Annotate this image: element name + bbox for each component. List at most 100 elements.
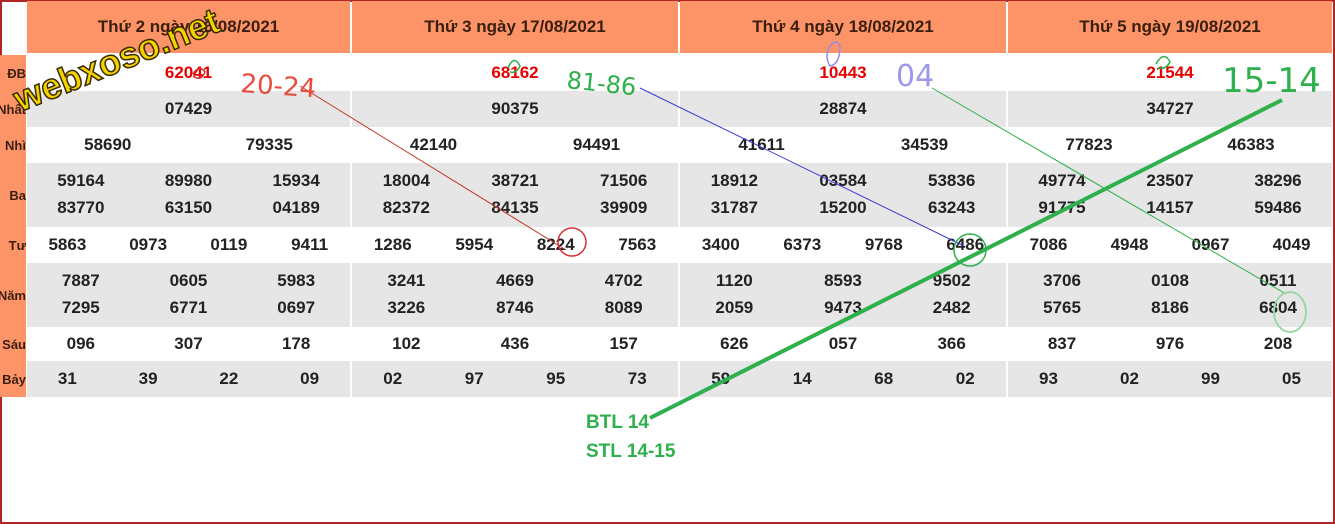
result-number: 22 xyxy=(219,369,239,388)
result-number: 99 xyxy=(1201,369,1220,388)
prize-row xyxy=(27,91,350,127)
result-number: 77823 xyxy=(1065,135,1113,154)
result-number: 58690 xyxy=(84,135,132,154)
prize-row xyxy=(27,55,350,91)
result-number: 0119 xyxy=(210,235,248,254)
result-number: 90375 xyxy=(491,99,539,118)
row-label-7: Bảy xyxy=(0,361,26,397)
result-number: 28874 xyxy=(819,99,867,118)
result-number: 21544 xyxy=(1146,63,1194,82)
prize-row xyxy=(27,163,350,227)
result-number: 02 xyxy=(383,369,403,388)
result-number: 0697 xyxy=(277,297,316,317)
result-number: 62041 xyxy=(164,63,213,82)
result-number: 3241 xyxy=(387,270,426,290)
result-number: 31 xyxy=(57,369,77,388)
row-label-6: Sáu xyxy=(0,327,26,361)
result-number: 7295 xyxy=(61,297,100,317)
result-number: 95 xyxy=(546,369,566,388)
day-header: Thứ 4 ngày 18/08/2021 xyxy=(680,1,1006,53)
result-number: 10443 xyxy=(819,63,867,82)
result-number: 837 xyxy=(1047,334,1077,353)
result-number: 39909 xyxy=(600,197,648,217)
result-number: 208 xyxy=(1263,334,1293,353)
result-number: 2482 xyxy=(932,297,971,317)
day-header: Thứ 3 ngày 17/08/2021 xyxy=(352,1,678,53)
result-number: 84135 xyxy=(491,197,539,217)
result-number: 18004 xyxy=(382,170,430,190)
result-number: 97 xyxy=(464,369,484,388)
prize-row xyxy=(27,327,350,361)
result-number: 31787 xyxy=(710,197,758,217)
result-number: 41611 xyxy=(738,135,785,154)
result-number: 057 xyxy=(828,334,858,353)
result-number: 59486 xyxy=(1254,197,1302,217)
result-number: 1120 xyxy=(715,270,753,290)
result-number: 68162 xyxy=(491,63,539,82)
result-number: 73 xyxy=(627,369,647,388)
result-number: 626 xyxy=(720,334,749,353)
result-number: 3226 xyxy=(387,297,426,317)
result-number: 5954 xyxy=(455,235,494,254)
result-number: 0108 xyxy=(1151,270,1189,290)
result-number: 6804 xyxy=(1259,297,1297,317)
prize-row xyxy=(27,227,350,263)
prize-row xyxy=(27,263,350,327)
result-number: 9768 xyxy=(864,235,903,254)
result-number: 0605 xyxy=(169,270,208,290)
result-number: 05 xyxy=(1282,369,1301,388)
result-number: 436 xyxy=(500,334,530,353)
result-number: 93 xyxy=(1039,369,1058,388)
row-label-2: Nhì xyxy=(0,127,26,163)
result-number: 5983 xyxy=(277,270,316,290)
result-number: 5765 xyxy=(1043,297,1081,317)
result-number: 59 xyxy=(711,369,731,388)
result-number: 42140 xyxy=(409,135,458,154)
result-number: 976 xyxy=(1155,334,1185,353)
prize-row xyxy=(680,55,1006,91)
result-number: 14157 xyxy=(1146,197,1194,217)
result-number: 68 xyxy=(874,369,894,388)
prize-row xyxy=(27,127,350,163)
result-number: 38721 xyxy=(491,170,539,190)
result-number: 91775 xyxy=(1038,197,1086,217)
row-label-0: ĐB xyxy=(0,55,26,91)
result-number: 49774 xyxy=(1038,170,1086,190)
result-number: 096 xyxy=(66,334,96,353)
result-number: 53836 xyxy=(928,170,976,190)
prize-row xyxy=(352,327,678,361)
result-number: 09 xyxy=(300,369,320,388)
result-number: 46383 xyxy=(1227,135,1275,154)
result-number: 8186 xyxy=(1151,297,1189,317)
prize-row xyxy=(352,361,678,397)
result-number: 6486 xyxy=(946,235,985,254)
result-number: 82372 xyxy=(382,197,430,217)
result-number: 02 xyxy=(955,369,975,388)
result-number: 71506 xyxy=(600,170,648,190)
result-number: 94491 xyxy=(572,135,621,154)
result-number: 4702 xyxy=(604,270,643,290)
result-number: 34727 xyxy=(1146,99,1194,118)
stl-label: STL 14-15 xyxy=(586,441,676,462)
result-number: 2059 xyxy=(715,297,754,317)
btl-label: BTL 14 xyxy=(586,412,650,433)
row-label-4: Tư xyxy=(0,227,26,263)
result-number: 3400 xyxy=(701,235,740,254)
result-number: 9473 xyxy=(824,297,862,317)
result-number: 59164 xyxy=(57,170,105,190)
result-number: 7086 xyxy=(1029,235,1068,254)
result-number: 34539 xyxy=(900,135,949,154)
result-number: 4049 xyxy=(1272,235,1311,254)
result-number: 366 xyxy=(937,334,966,353)
day-header: Thứ 5 ngày 19/08/2021 xyxy=(1008,1,1332,53)
result-number: 79335 xyxy=(245,135,293,154)
result-number: 178 xyxy=(281,334,311,353)
result-number: 38296 xyxy=(1254,170,1302,190)
result-number: 157 xyxy=(609,334,638,353)
result-number: 8224 xyxy=(536,235,575,254)
result-number: 6771 xyxy=(169,297,208,317)
result-number: 83770 xyxy=(57,197,105,217)
result-number: 04189 xyxy=(272,197,320,217)
result-number: 8089 xyxy=(604,297,643,317)
prize-row xyxy=(27,361,350,397)
